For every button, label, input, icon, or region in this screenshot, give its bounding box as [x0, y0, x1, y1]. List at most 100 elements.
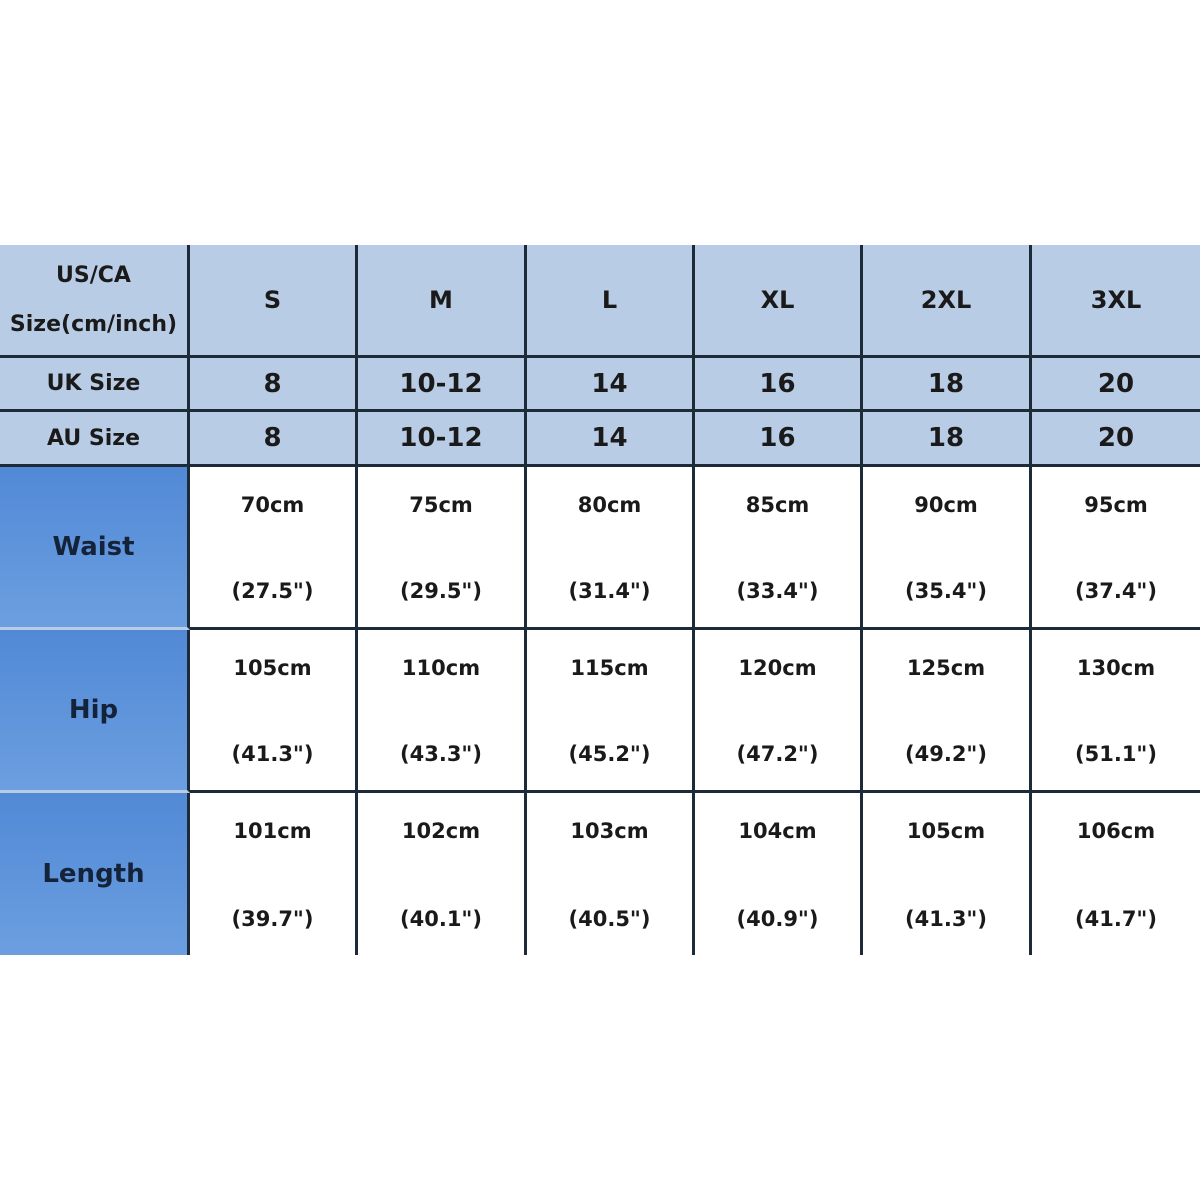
- header-label-cell: US/CA Size(cm/inch): [0, 245, 190, 358]
- row-label: AU Size: [47, 425, 140, 451]
- size-value-cell: 8: [190, 358, 358, 412]
- size-value-cell: 18: [863, 412, 1032, 467]
- size-value-cell: 16: [695, 412, 863, 467]
- measurement-value-cell: 95cm (37.4"): [1032, 467, 1200, 630]
- measurement-value-cell: 110cm (43.3"): [358, 630, 527, 793]
- size-value: 18: [927, 368, 965, 399]
- inch-value: (27.5"): [231, 579, 314, 603]
- size-value: 8: [263, 368, 282, 399]
- header-label-line1: US/CA: [56, 263, 131, 288]
- measurement-label-cell: Hip: [0, 630, 190, 793]
- size-value-cell: 10-12: [358, 412, 527, 467]
- size-value-cell: 8: [190, 412, 358, 467]
- measurement-value-cell: 103cm (40.5"): [527, 793, 695, 955]
- header-size-cell: XL: [695, 245, 863, 358]
- cm-value: 95cm: [1084, 493, 1148, 517]
- measurement-value-cell: 101cm (39.7"): [190, 793, 358, 955]
- measurement-label: Hip: [68, 695, 119, 725]
- cm-value: 70cm: [240, 493, 305, 517]
- inch-value: (37.4"): [1075, 579, 1157, 603]
- inch-value: (45.2"): [568, 742, 651, 766]
- measurement-value-cell: 115cm (45.2"): [527, 630, 695, 793]
- inch-value: (43.3"): [400, 742, 482, 766]
- cm-value: 120cm: [738, 656, 817, 680]
- inch-value: (47.2"): [736, 742, 819, 766]
- size-chart-table: US/CA Size(cm/inch) S M L XL 2XL 3XL UK Size 8 10-…: [0, 245, 1200, 955]
- measurement-value-cell: 85cm (33.4"): [695, 467, 863, 630]
- size-value: 10-12: [399, 423, 483, 453]
- size-row-label: AU Size: [0, 412, 190, 467]
- measurement-label: Waist: [52, 532, 135, 562]
- inch-value: (51.1"): [1075, 742, 1157, 766]
- cm-value: 105cm: [906, 819, 986, 843]
- row-label: UK Size: [46, 371, 141, 396]
- inch-value: (41.3"): [231, 742, 314, 766]
- measurement-value-cell: 75cm (29.5"): [358, 467, 527, 630]
- cm-value: 103cm: [570, 819, 649, 843]
- measurement-label-cell: Length: [0, 793, 190, 955]
- inch-value: (31.4"): [568, 579, 651, 603]
- size-value: 18: [927, 423, 965, 453]
- size-value-cell: 14: [527, 358, 695, 412]
- cm-value: 130cm: [1076, 656, 1156, 680]
- cm-value: 102cm: [401, 819, 481, 843]
- cm-value: 104cm: [738, 819, 817, 843]
- header-label-line2: Size(cm/inch): [9, 312, 178, 337]
- size-label: 3XL: [1090, 286, 1142, 314]
- measurement-value-cell: 104cm (40.9"): [695, 793, 863, 955]
- size-label: XL: [760, 286, 795, 314]
- measurement-value-cell: 90cm (35.4"): [863, 467, 1032, 630]
- size-row-label: UK Size: [0, 358, 190, 412]
- inch-value: (29.5"): [400, 579, 482, 603]
- size-value: 14: [591, 423, 628, 453]
- size-value: 16: [759, 423, 796, 453]
- measurement-value-cell: 70cm (27.5"): [190, 467, 358, 630]
- measurement-value-cell: 120cm (47.2"): [695, 630, 863, 793]
- size-value-cell: 10-12: [358, 358, 527, 412]
- measurement-label-cell: Waist: [0, 467, 190, 630]
- cm-value: 106cm: [1076, 819, 1156, 843]
- inch-value: (49.2"): [905, 742, 987, 766]
- header-size-cell: L: [527, 245, 695, 358]
- size-value: 8: [263, 423, 282, 453]
- size-value: 16: [759, 368, 796, 399]
- header-size-cell: 3XL: [1032, 245, 1200, 358]
- size-value-cell: 18: [863, 358, 1032, 412]
- size-value-cell: 20: [1032, 412, 1200, 467]
- measurement-value-cell: 105cm (41.3"): [863, 793, 1032, 955]
- size-value-cell: 14: [527, 412, 695, 467]
- cm-value: 75cm: [409, 493, 473, 517]
- measurement-label: Length: [42, 859, 145, 889]
- size-value-cell: 16: [695, 358, 863, 412]
- header-size-cell: 2XL: [863, 245, 1032, 358]
- inch-value: (41.7"): [1075, 907, 1157, 931]
- inch-value: (39.7"): [231, 907, 314, 931]
- size-value-cell: 20: [1032, 358, 1200, 412]
- inch-value: (40.5"): [568, 907, 651, 931]
- measurement-value-cell: 102cm (40.1"): [358, 793, 527, 955]
- inch-value: (35.4"): [905, 579, 987, 603]
- size-label: 2XL: [920, 286, 972, 314]
- cm-value: 115cm: [570, 656, 649, 680]
- inch-value: (41.3"): [905, 907, 987, 931]
- inch-value: (33.4"): [736, 579, 819, 603]
- measurement-value-cell: 125cm (49.2"): [863, 630, 1032, 793]
- header-size-cell: S: [190, 245, 358, 358]
- size-value: 20: [1097, 368, 1135, 399]
- cm-value: 80cm: [577, 493, 642, 517]
- measurement-value-cell: 106cm (41.7"): [1032, 793, 1200, 955]
- size-value: 20: [1097, 423, 1135, 453]
- measurement-value-cell: 105cm (41.3"): [190, 630, 358, 793]
- cm-value: 125cm: [906, 656, 986, 680]
- cm-value: 101cm: [233, 819, 312, 843]
- size-value: 10-12: [399, 368, 483, 399]
- measurement-value-cell: 80cm (31.4"): [527, 467, 695, 630]
- size-label: L: [601, 286, 618, 314]
- inch-value: (40.9"): [736, 907, 819, 931]
- size-label: S: [263, 286, 282, 314]
- cm-value: 105cm: [233, 656, 312, 680]
- cm-value: 110cm: [401, 656, 481, 680]
- header-size-cell: M: [358, 245, 527, 358]
- size-value: 14: [591, 368, 628, 399]
- size-label: M: [429, 286, 453, 314]
